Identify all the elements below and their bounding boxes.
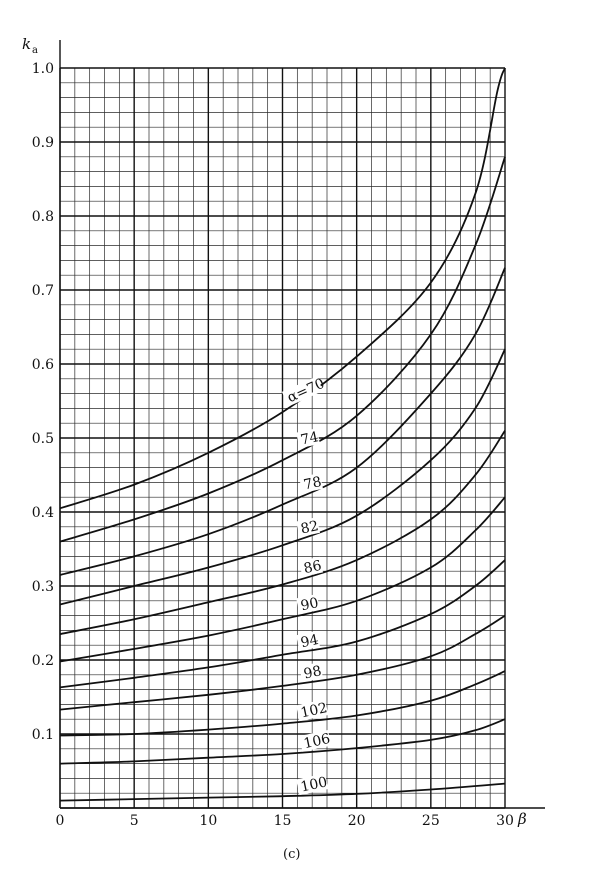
y-tick-label: 0.9: [32, 135, 54, 151]
curve-label-bg: [299, 473, 323, 494]
curve-label: 98: [302, 663, 323, 682]
x-tick-label: 30: [496, 813, 514, 829]
curve-label: 90: [299, 595, 320, 614]
y-tick-labels: 0.1 0.2 0.3 0.4 0.5 0.6 0.7 0.8 0.9 1.0: [32, 61, 54, 743]
curve-line: [59, 67, 506, 510]
curve-label: 106: [302, 731, 332, 752]
x-axis-label: β: [517, 810, 527, 828]
curve-label-bg: [296, 517, 321, 538]
curve-label-bg: [296, 594, 321, 615]
y-tick-label: 0.2: [32, 653, 54, 669]
y-tick-label: 0.7: [32, 283, 54, 299]
curve-label: 86: [302, 558, 323, 577]
curve-labels: α=70 74 78 82 86 90 94 98 102 106 100: [281, 376, 332, 796]
x-tick-label: 20: [348, 813, 366, 829]
curve-line: [59, 348, 506, 606]
curve-line: [59, 156, 506, 543]
y-tick-label: 0.4: [32, 505, 54, 521]
x-tick-label: 15: [274, 813, 292, 829]
curve-label-bg: [281, 376, 324, 407]
curve-label-bg: [296, 630, 321, 651]
curve-line: [59, 614, 506, 711]
curve-label: 94: [299, 632, 320, 651]
x-tick-label: 25: [422, 813, 440, 829]
curves: [59, 67, 506, 802]
y-tick-label: 1.0: [32, 61, 54, 77]
curve-label-bg: [299, 556, 323, 577]
y-tick-label: 0.1: [32, 727, 54, 743]
curve-line: [59, 670, 506, 737]
curve-label-bg: [299, 662, 323, 683]
curve-label: 74: [299, 429, 320, 448]
x-tick-label: 0: [56, 813, 65, 829]
major-grid: [59, 67, 506, 809]
x-tick-labels: 0 5 10 15 20 25 30: [56, 813, 514, 829]
y-tick-label: 0.8: [32, 209, 54, 225]
curve-label: 102: [299, 700, 328, 721]
curve-line: [59, 782, 506, 802]
y-axis-label: k: [22, 35, 31, 53]
curve-label: 82: [299, 518, 320, 537]
y-axis-label-subscript: a: [32, 45, 38, 56]
curve-label: 100: [299, 774, 328, 795]
curve-label-bg: [299, 729, 332, 752]
figure-caption: (c): [283, 847, 300, 862]
curve-line: [59, 496, 506, 663]
curve-label-bg: [296, 773, 329, 796]
x-tick-label: 10: [199, 813, 217, 829]
curve-line: [59, 718, 506, 765]
curve-line: [59, 267, 506, 576]
y-tick-label: 0.5: [32, 431, 54, 447]
y-tick-label: 0.3: [32, 579, 54, 595]
curve-line: [59, 430, 506, 635]
x-tick-label: 5: [130, 813, 139, 829]
axes: [59, 40, 545, 809]
curve-label: α=70: [285, 376, 327, 406]
curve-label-bg: [296, 428, 321, 449]
y-tick-label: 0.6: [32, 357, 54, 373]
curve-label-bg: [296, 699, 329, 722]
curve-label: 78: [302, 474, 323, 493]
curve-line: [59, 559, 506, 689]
